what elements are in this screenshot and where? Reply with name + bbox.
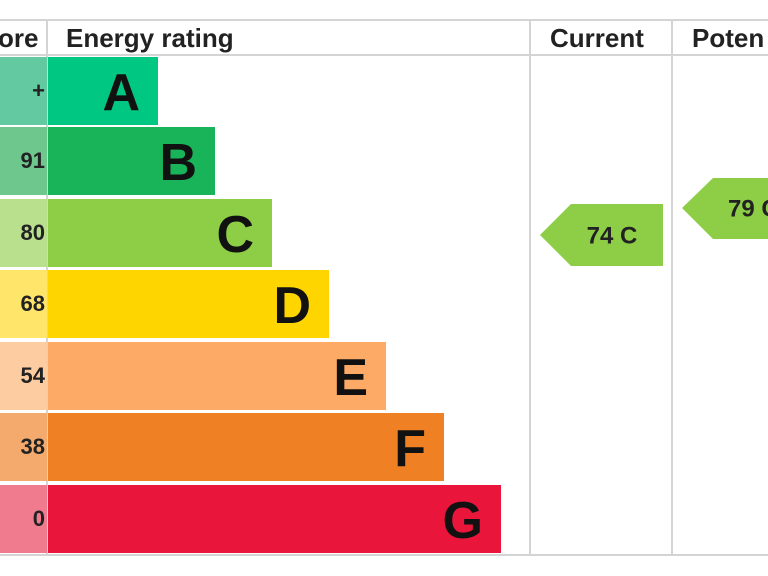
column-divider (529, 20, 531, 556)
score-header: ore (0, 23, 39, 53)
rating-bar: B (48, 127, 215, 195)
current-arrow-shape (540, 204, 663, 266)
score-cell: 80 (0, 199, 47, 267)
score-cell: + (0, 57, 47, 125)
current-header: Current (550, 23, 644, 53)
score-cell: 54 (0, 342, 47, 410)
score-cell: 0 (0, 485, 47, 553)
potential-label: 79 C (728, 195, 768, 222)
rating-bar: E (48, 342, 386, 410)
current-label: 74 C (587, 222, 638, 249)
score-cell: 68 (0, 270, 47, 338)
rating-bar: F (48, 413, 444, 481)
bottom-border (0, 554, 768, 556)
potential-arrow-shape (682, 178, 768, 239)
rating-header: Energy rating (66, 23, 234, 53)
score-cell: 91 (0, 127, 47, 195)
header-border (0, 54, 768, 56)
current-arrow: 74 C (540, 204, 663, 266)
potential-header: Poten (692, 23, 765, 53)
rating-bar: A (48, 57, 158, 125)
rating-bar: G (48, 485, 501, 553)
score-cell: 38 (0, 413, 47, 481)
top-border (0, 19, 768, 21)
column-divider (46, 20, 48, 556)
rating-bar: C (48, 199, 272, 267)
potential-arrow: 79 C (682, 178, 768, 239)
column-divider (671, 20, 673, 556)
rating-bar: D (48, 270, 329, 338)
